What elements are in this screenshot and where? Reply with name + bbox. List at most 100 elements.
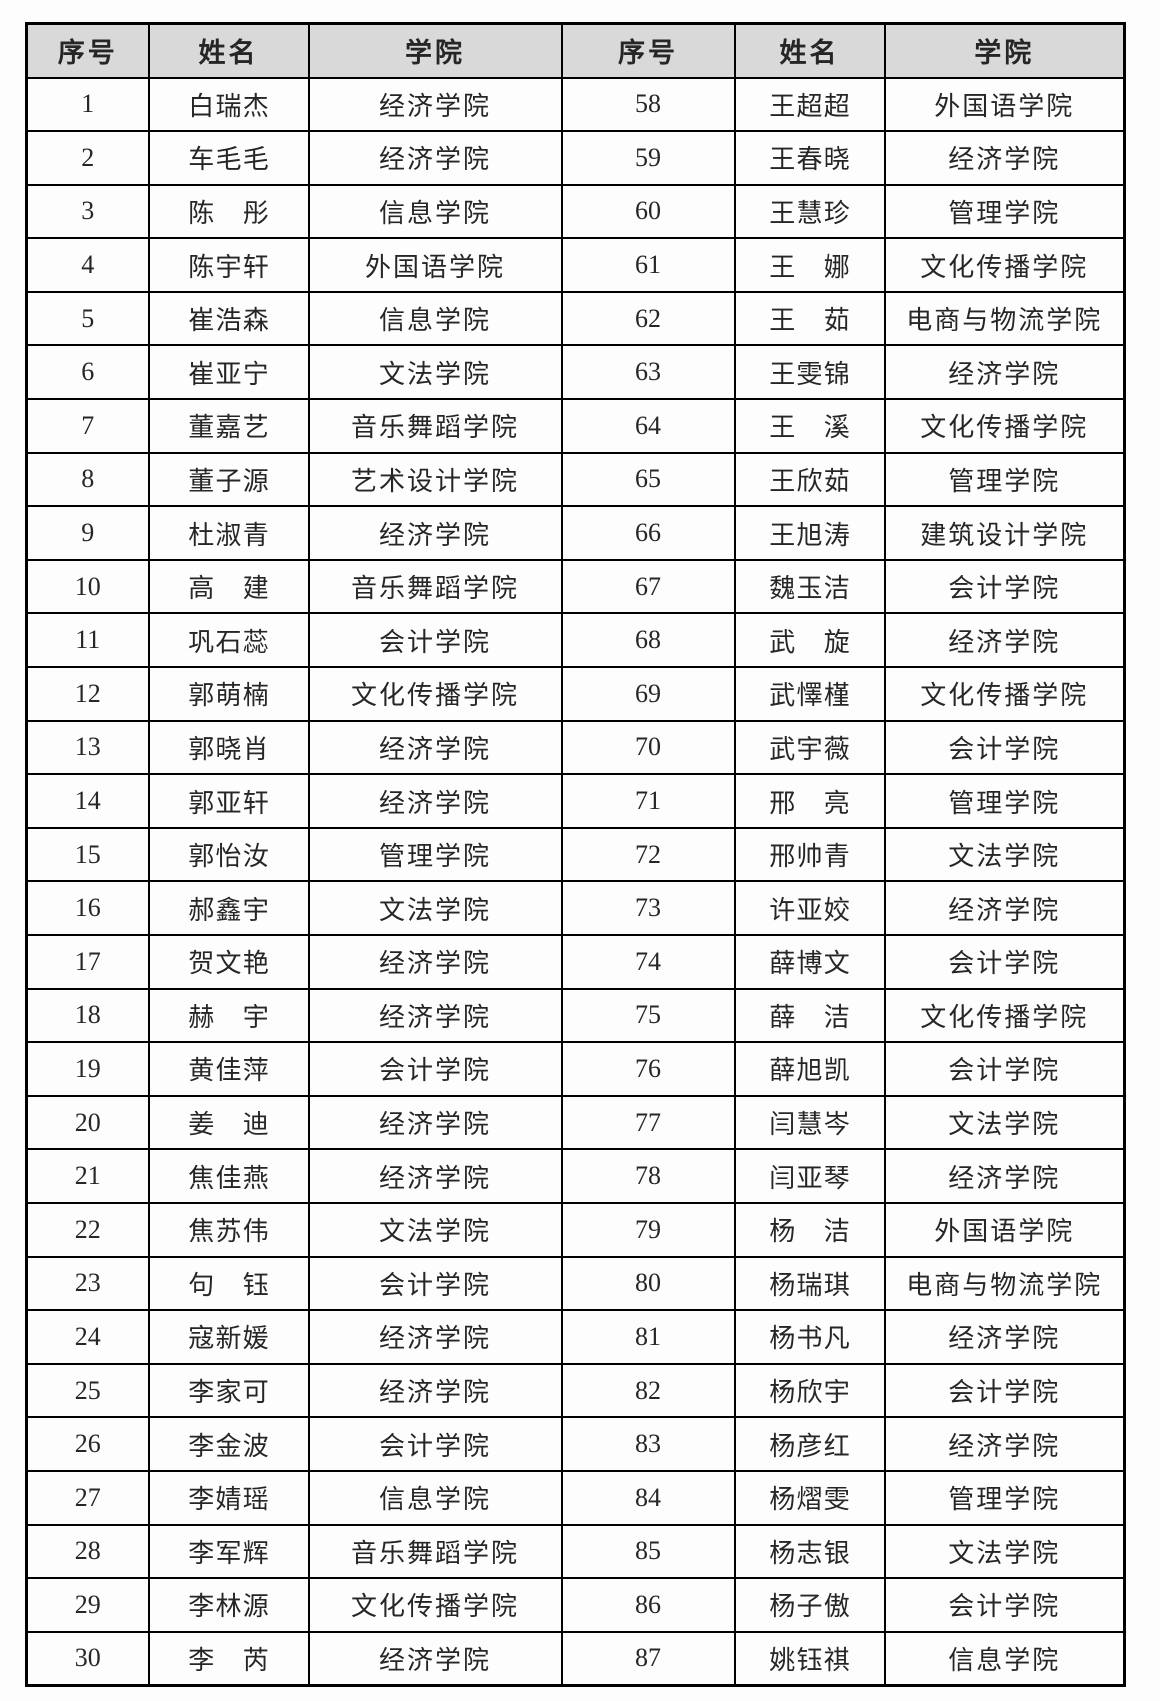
college-cell: 管理学院	[883, 1469, 1126, 1526]
name-cell: 黄佳萍	[147, 1041, 310, 1097]
student-name: 董子源	[188, 466, 269, 496]
student-name: 崔亚宁	[188, 359, 269, 389]
college-cell: 文化传播学院	[883, 666, 1126, 722]
name-cell: 李林源	[147, 1577, 310, 1633]
student-name: 赫宇	[188, 1002, 269, 1032]
name-cell: 董子源	[147, 451, 310, 508]
student-name: 李芮	[188, 1645, 269, 1675]
college-cell: 经济学院	[307, 76, 563, 133]
student-name: 王超超	[769, 91, 850, 121]
serial-cell: 10	[25, 558, 150, 615]
name-cell: 王超超	[733, 76, 886, 133]
serial-cell: 29	[25, 1577, 150, 1633]
college-cell: 电商与物流学院	[883, 290, 1126, 347]
student-name: 王欣茹	[769, 466, 850, 496]
name-cell: 王欣茹	[733, 451, 886, 508]
name-cell: 郭怡汝	[147, 826, 310, 883]
serial-cell: 76	[560, 1041, 736, 1097]
student-name: 董嘉艺	[188, 413, 269, 443]
table-row: 4 陈宇轩 外国语学院 61 王娜 文化传播学院	[25, 237, 1126, 293]
student-name: 薛旭凯	[769, 1056, 850, 1086]
student-name: 巩石蕊	[188, 627, 269, 657]
student-name: 武旋	[769, 627, 850, 657]
table-row: 26 李金波 会计学院 83 杨彦红 经济学院	[25, 1416, 1126, 1472]
table-row: 5 崔浩森 信息学院 62 王茹 电商与物流学院	[25, 290, 1126, 347]
college-cell: 经济学院	[307, 505, 563, 561]
serial-cell: 16	[25, 880, 150, 936]
student-name: 闫亚琴	[769, 1163, 850, 1193]
student-name: 杨洁	[769, 1217, 850, 1247]
student-name: 杨书凡	[769, 1324, 850, 1354]
serial-cell: 84	[560, 1469, 736, 1526]
serial-cell: 65	[560, 451, 736, 508]
college-cell: 信息学院	[307, 290, 563, 347]
college-cell: 文化传播学院	[883, 398, 1126, 454]
column-header: 学院	[883, 22, 1126, 79]
header-row: 序号 姓名 学院 序号 姓名 学院	[25, 22, 1126, 79]
serial-cell: 78	[560, 1148, 736, 1204]
serial-cell: 24	[25, 1309, 150, 1365]
name-cell: 王慧珍	[733, 183, 886, 240]
student-name: 黄佳萍	[188, 1056, 269, 1086]
name-cell: 杨志银	[733, 1523, 886, 1580]
name-cell: 李家可	[147, 1362, 310, 1419]
serial-cell: 69	[560, 666, 736, 722]
college-cell: 文化传播学院	[883, 237, 1126, 293]
serial-cell: 72	[560, 826, 736, 883]
name-cell: 李婧瑶	[147, 1469, 310, 1526]
serial-cell: 85	[560, 1523, 736, 1580]
college-cell: 音乐舞蹈学院	[307, 1523, 563, 1580]
college-cell: 经济学院	[307, 1094, 563, 1151]
name-cell: 杨书凡	[733, 1309, 886, 1365]
serial-cell: 62	[560, 290, 736, 347]
student-name: 郭怡汝	[188, 842, 269, 872]
college-cell: 信息学院	[307, 183, 563, 240]
college-cell: 管理学院	[883, 183, 1126, 240]
name-cell: 杨瑞琪	[733, 1255, 886, 1312]
college-cell: 会计学院	[883, 558, 1126, 615]
name-cell: 魏玉洁	[733, 558, 886, 615]
college-cell: 经济学院	[883, 612, 1126, 669]
serial-cell: 59	[560, 130, 736, 186]
name-cell: 李芮	[147, 1630, 310, 1687]
serial-cell: 70	[560, 719, 736, 776]
college-cell: 会计学院	[883, 1041, 1126, 1097]
table-row: 10 高建 音乐舞蹈学院 67 魏玉洁 会计学院	[25, 558, 1126, 615]
serial-cell: 30	[25, 1630, 150, 1687]
table-row: 18 赫宇 经济学院 75 薛洁 文化传播学院	[25, 987, 1126, 1044]
name-cell: 郭亚轩	[147, 773, 310, 829]
serial-cell: 73	[560, 880, 736, 936]
name-cell: 邢帅青	[733, 826, 886, 883]
table-row: 11 巩石蕊 会计学院 68 武旋 经济学院	[25, 612, 1126, 669]
name-cell: 武旋	[733, 612, 886, 669]
college-cell: 管理学院	[883, 451, 1126, 508]
student-name: 王茹	[769, 306, 850, 336]
name-cell: 李军辉	[147, 1523, 310, 1580]
college-cell: 会计学院	[883, 1362, 1126, 1419]
table-row: 17 贺文艳 经济学院 74 薛博文 会计学院	[25, 934, 1126, 990]
name-cell: 薛洁	[733, 987, 886, 1044]
name-cell: 杨熠雯	[733, 1469, 886, 1526]
table-row: 3 陈彤 信息学院 60 王慧珍 管理学院	[25, 183, 1126, 240]
table-row: 8 董子源 艺术设计学院 65 王欣茹 管理学院	[25, 451, 1126, 508]
student-name: 王娜	[769, 252, 850, 282]
student-name: 杨志银	[769, 1538, 850, 1568]
serial-cell: 12	[25, 666, 150, 722]
student-name: 郝鑫宇	[188, 895, 269, 925]
student-name: 李金波	[188, 1431, 269, 1461]
table-row: 6 崔亚宁 文法学院 63 王雯锦 经济学院	[25, 344, 1126, 401]
name-cell: 郭萌楠	[147, 666, 310, 722]
serial-cell: 66	[560, 505, 736, 561]
name-cell: 王春晓	[733, 130, 886, 186]
college-cell: 经济学院	[307, 1148, 563, 1204]
table-row: 22 焦苏伟 文法学院 79 杨洁 外国语学院	[25, 1201, 1126, 1258]
name-cell: 车毛毛	[147, 130, 310, 186]
serial-cell: 22	[25, 1201, 150, 1258]
college-cell: 文法学院	[307, 1201, 563, 1258]
serial-cell: 6	[25, 344, 150, 401]
college-cell: 经济学院	[307, 130, 563, 186]
serial-cell: 21	[25, 1148, 150, 1204]
college-cell: 经济学院	[883, 1416, 1126, 1472]
name-cell: 陈彤	[147, 183, 310, 240]
name-cell: 姚钰祺	[733, 1630, 886, 1687]
